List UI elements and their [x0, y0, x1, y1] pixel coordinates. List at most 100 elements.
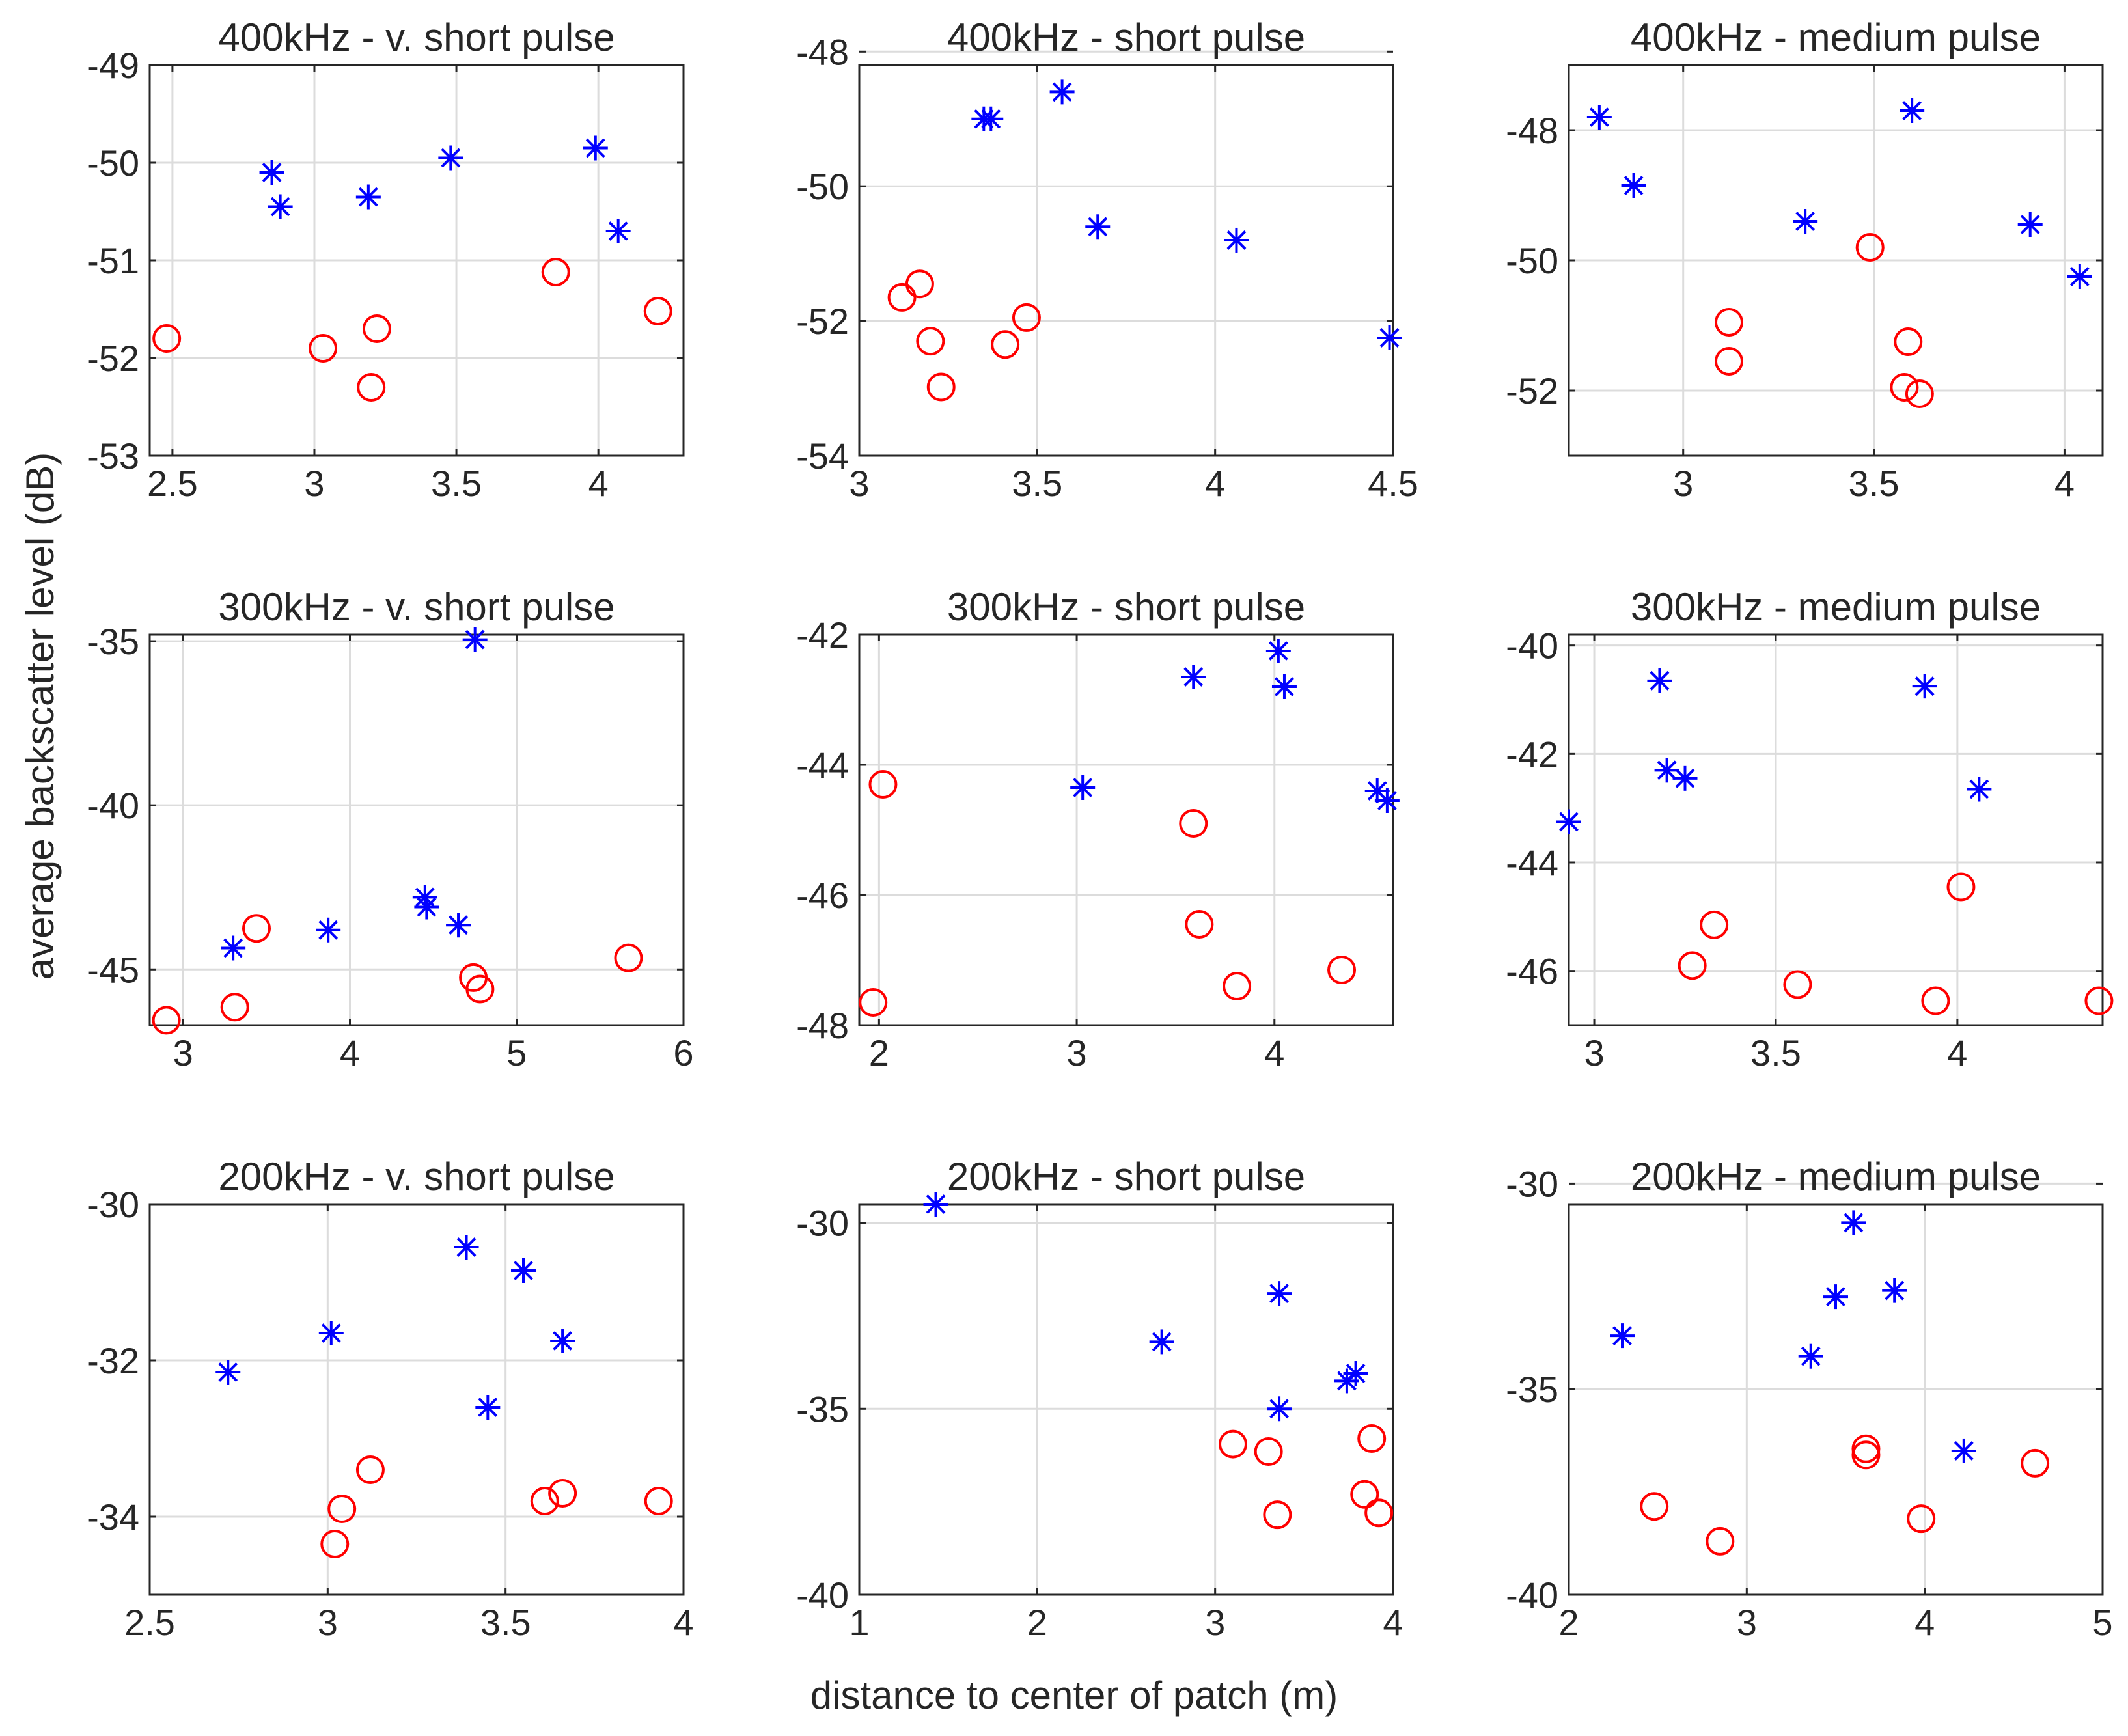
panel-8: 1 2 3 4 -40 -35 -30 200kHz - short pulse	[796, 1155, 1403, 1643]
x-tick-label: 3.5	[480, 1602, 531, 1643]
y-tick-label: -42	[796, 614, 849, 655]
y-tick-label: -52	[87, 338, 139, 379]
circle-marker	[1700, 910, 1729, 939]
circle-marker	[1327, 956, 1357, 984]
y-tick-label: -48	[796, 31, 849, 72]
y-tick-label: -35	[1506, 1369, 1558, 1410]
asterisk-marker	[1149, 1329, 1174, 1355]
asterisk-marker	[1181, 665, 1206, 689]
circle-marker	[991, 330, 1020, 359]
circle-marker	[242, 914, 271, 943]
figure-xlabel: distance to center of patch (m)	[810, 1674, 1338, 1717]
asterisk-marker	[550, 1329, 575, 1353]
x-tick-label: 4	[2054, 463, 2075, 504]
asterisk-marker	[1377, 325, 1402, 350]
panel-title: 400kHz - v. short pulse	[218, 16, 615, 59]
circle-marker	[1894, 327, 1923, 356]
asterisk-marker	[923, 1192, 948, 1217]
asterisk-marker	[2017, 212, 2043, 237]
y-tick-label: -42	[1506, 734, 1558, 775]
asterisk-marker	[978, 106, 1004, 131]
x-tick-label: 3	[1584, 1032, 1604, 1073]
x-tick-label: 4	[1264, 1032, 1284, 1073]
circle-marker	[1263, 1500, 1292, 1530]
asterisk-marker	[1586, 105, 1612, 130]
asterisk-marker	[1621, 173, 1646, 198]
circle-marker	[220, 993, 249, 1022]
asterisk-marker	[511, 1258, 536, 1283]
asterisk-marker	[605, 219, 631, 243]
y-tick-label: -49	[87, 45, 139, 86]
y-tick-label: -35	[87, 621, 139, 662]
y-tick-label: -35	[796, 1388, 849, 1429]
y-tick-label: -53	[87, 435, 139, 476]
circle-marker	[1364, 1498, 1394, 1528]
asterisk-marker	[268, 194, 293, 219]
y-tick-label: -54	[796, 435, 849, 476]
asterisk-marker	[475, 1395, 501, 1420]
circle-marker	[1921, 986, 1950, 1015]
axes-box	[858, 1203, 1394, 1596]
asterisk-marker	[1267, 1281, 1292, 1306]
x-tick-label: 3	[318, 1602, 338, 1643]
asterisk-marker	[446, 913, 471, 938]
x-tick-label: 3	[1737, 1602, 1757, 1643]
y-tick-label: -40	[1506, 626, 1558, 667]
asterisk-marker	[1951, 1438, 1976, 1463]
asterisk-marker	[583, 135, 608, 161]
x-tick-label: 3.5	[1750, 1032, 1801, 1073]
y-tick-label: -48	[1506, 110, 1558, 151]
circle-marker	[2084, 986, 2114, 1015]
x-tick-label: 4.5	[1368, 463, 1418, 504]
asterisk-marker	[318, 1321, 344, 1345]
circle-marker	[357, 373, 386, 402]
panel-title: 300kHz - short pulse	[947, 585, 1305, 629]
y-tick-label: -34	[87, 1496, 139, 1537]
x-tick-label: 3	[304, 463, 324, 504]
circle-marker	[1179, 809, 1208, 838]
y-tick-label: -44	[796, 745, 849, 786]
circle-marker	[1012, 303, 1041, 332]
y-tick-label: -40	[796, 1575, 849, 1616]
asterisk-marker	[1265, 639, 1291, 663]
x-tick-label: 5	[2092, 1602, 2112, 1643]
asterisk-marker	[1267, 1396, 1292, 1422]
axes-box	[148, 633, 685, 1026]
circle-marker	[309, 334, 338, 363]
circle-marker	[926, 372, 956, 402]
circle-marker	[916, 327, 945, 356]
x-tick-label: 4	[1383, 1602, 1403, 1643]
asterisk-marker	[1823, 1284, 1848, 1310]
circle-marker	[1715, 308, 1743, 337]
x-tick-label: 4	[588, 463, 609, 504]
circle-marker	[320, 1530, 350, 1558]
asterisk-marker	[1224, 227, 1249, 253]
circle-marker	[1254, 1437, 1283, 1466]
asterisk-marker	[454, 1235, 479, 1260]
x-tick-label: 3	[1673, 463, 1693, 504]
panel-grid: 2.5 3 3.5 4 -53 -52 -51 -50 -49 400kHz - v. short…	[87, 16, 2114, 1643]
y-tick-label: -30	[796, 1203, 849, 1244]
asterisk-marker	[355, 184, 381, 210]
x-tick-label: 3	[1066, 1032, 1086, 1073]
circle-marker	[1678, 951, 1707, 980]
asterisk-marker	[1654, 758, 1679, 783]
y-tick-label: -40	[87, 785, 139, 826]
x-tick-label: 1	[849, 1602, 869, 1643]
circle-marker	[1855, 233, 1885, 262]
asterisk-marker	[414, 894, 439, 920]
asterisk-marker	[1049, 79, 1075, 105]
x-tick-label: 5	[506, 1032, 527, 1073]
y-tick-label: -30	[87, 1184, 139, 1225]
panel-title: 400kHz - medium pulse	[1631, 16, 2041, 59]
x-tick-label: 6	[673, 1032, 693, 1073]
panel-5: 2 3 4 -48 -46 -44 -42 300kHz - short pulse	[796, 585, 1400, 1073]
panel-title: 200kHz - v. short pulse	[218, 1155, 615, 1198]
panel-title: 300kHz - v. short pulse	[218, 585, 615, 629]
circle-marker	[1905, 379, 1934, 408]
asterisk-marker	[1882, 1278, 1907, 1303]
panel-1: 2.5 3 3.5 4 -53 -52 -51 -50 -49 400kHz - v. short…	[87, 16, 685, 504]
asterisk-marker	[1900, 98, 1925, 123]
circle-marker	[362, 314, 391, 343]
x-tick-label: 2	[1027, 1602, 1047, 1643]
